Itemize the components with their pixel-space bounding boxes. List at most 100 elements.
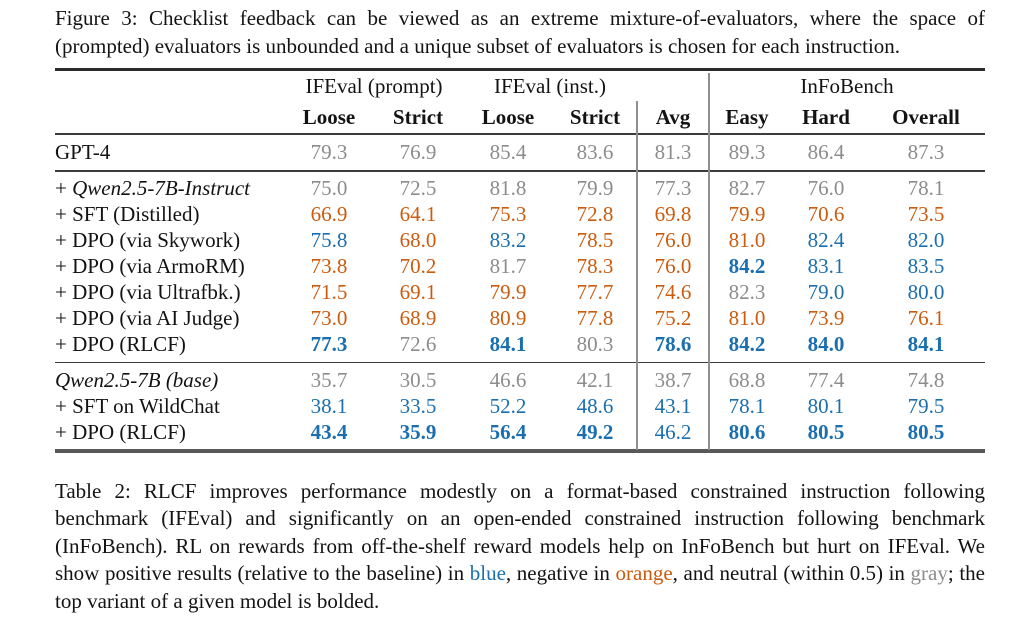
metric-value: 35.9 [399,419,437,444]
metric-value: 77.7 [576,280,614,305]
results-table: IFEval (prompt) IFEval (inst.) InFoBench L… [55,68,985,453]
metric-value: 76.9 [399,139,437,164]
metric-value: 82.4 [807,228,845,253]
column-header: Strict [392,104,444,129]
row-label-text: + SFT on WildChat [55,393,220,418]
metric-value: 80.5 [907,419,945,444]
metric-value: 81.0 [728,228,766,253]
row-label: + SFT (Distilled) [55,202,285,227]
metric-value: 56.4 [489,419,527,444]
row-label: Qwen2.5-7B (base) [55,368,285,393]
table-row: + DPO (RLCF) 43.4 35.9 56.4 49.2 46.2 80.6 80.5… [55,419,985,445]
metric-value: 43.4 [310,419,348,444]
metric-value: 46.2 [654,419,692,444]
row-label-text: + DPO (via ArmoRM) [55,254,245,279]
metric-value: 79.0 [807,280,845,305]
table-row: Qwen2.5-7B (base) 35.7 30.5 46.6 42.1 38.7 68.… [55,367,985,393]
caption-color-word-orange: orange [615,561,673,586]
metric-value: 83.2 [489,228,527,253]
metric-value: 81.8 [489,176,527,201]
metric-value: 83.6 [576,139,614,164]
metric-value: 89.3 [728,139,766,164]
metric-value: 72.5 [399,176,437,201]
metric-value: 75.8 [310,228,348,253]
metric-value: 80.9 [489,306,527,331]
row-label: + DPO (via Skywork) [55,228,285,253]
metric-value: 48.6 [576,393,614,418]
metric-value: 82.0 [907,228,945,253]
metric-value: 87.3 [907,139,945,164]
metric-value: 84.2 [728,332,766,357]
metric-value: 80.3 [576,332,614,357]
metric-value: 84.0 [807,332,845,357]
metric-value: 80.1 [807,393,845,418]
table-top-rule [55,68,985,71]
column-header: Loose [302,104,356,129]
metric-value: 73.5 [907,202,945,227]
metric-value: 66.9 [310,202,348,227]
column-group-header: IFEval (prompt) [305,73,443,98]
table-row: + DPO (via Ultrafbk.) 71.5 69.1 79.9 77.7 74.… [55,280,985,306]
row-label-text: + DPO (via Skywork) [55,228,241,253]
caption-text: , and neutral (within 0.5) in [672,561,911,586]
metric-value: 46.6 [489,367,527,392]
metric-value: 69.8 [654,202,692,227]
metric-value: 76.1 [907,306,945,331]
metric-value: 76.0 [654,254,692,279]
metric-value: 81.0 [728,306,766,331]
metric-value: 38.1 [310,393,348,418]
column-header: Hard [802,104,850,129]
row-label-text: Qwen2.5-7B-Instruct [72,176,250,201]
metric-value: 78.1 [907,176,945,201]
row-label-text: GPT-4 [55,139,111,164]
metric-value: 81.7 [489,254,527,279]
row-label-text: + SFT (Distilled) [55,202,200,227]
metric-value: 73.8 [310,254,348,279]
metric-value: 74.8 [907,367,945,392]
column-header: Strict [569,104,621,129]
metric-value: 38.7 [654,367,692,392]
row-label-text: + DPO (RLCF) [55,332,186,357]
metric-value: 70.6 [807,202,845,227]
metric-value: 77.4 [807,367,845,392]
row-label-text: Qwen2.5-7B (base) [55,367,219,392]
column-group-header: IFEval (inst.) [494,73,606,98]
metric-value: 68.9 [399,306,437,331]
column-header: Overall [892,104,960,129]
metric-value: 77.8 [576,306,614,331]
section-gpt4: GPT-4 79.3 76.9 85.4 83.6 81.3 89.3 86.4 87.3 [55,135,985,170]
table-bottom-rule [55,449,985,453]
metric-value: 80.6 [728,419,766,444]
paper-page: Figure 3: Checklist feedback can be view… [55,4,985,615]
metric-value: 30.5 [399,367,437,392]
metric-value: 79.9 [576,176,614,201]
header-group-row: IFEval (prompt) IFEval (inst.) InFoBench [55,71,985,101]
figure-caption: Figure 3: Checklist feedback can be view… [55,6,985,58]
caption-text: ; the top variant of a given model is bo… [55,561,985,613]
metric-value: 78.1 [728,393,766,418]
row-label: + DPO (via Ultrafbk.) [55,280,285,305]
section-rule-1 [55,169,985,172]
metric-value: 75.3 [489,202,527,227]
section-rule-2 [55,361,985,364]
metric-value: 77.3 [654,176,692,201]
metric-value: 80.5 [807,419,845,444]
row-label: GPT-4 [55,140,285,165]
metric-value: 72.8 [576,202,614,227]
metric-value: 79.5 [907,393,945,418]
metric-value: 84.1 [489,332,527,357]
metric-value: 82.3 [728,280,766,305]
metric-value: 81.3 [654,139,692,164]
column-group-header: InFoBench [800,73,894,98]
metric-value: 78.3 [576,254,614,279]
metric-value: 79.9 [489,280,527,305]
avg-left-divider [636,101,638,450]
metric-value: 68.0 [399,228,437,253]
metric-value: 73.0 [310,306,348,331]
metric-value: 79.9 [728,202,766,227]
metric-value: 75.0 [310,176,348,201]
row-label-text: + DPO (via Ultrafbk.) [55,280,241,305]
table-row: + DPO (via ArmoRM) 73.8 70.2 81.7 78.3 76.0 84… [55,254,985,280]
table-row: + SFT on WildChat 38.1 33.5 52.2 48.6 43.1 78.… [55,393,985,419]
table-caption: Table 2: RLCF improves performance modes… [55,478,985,616]
